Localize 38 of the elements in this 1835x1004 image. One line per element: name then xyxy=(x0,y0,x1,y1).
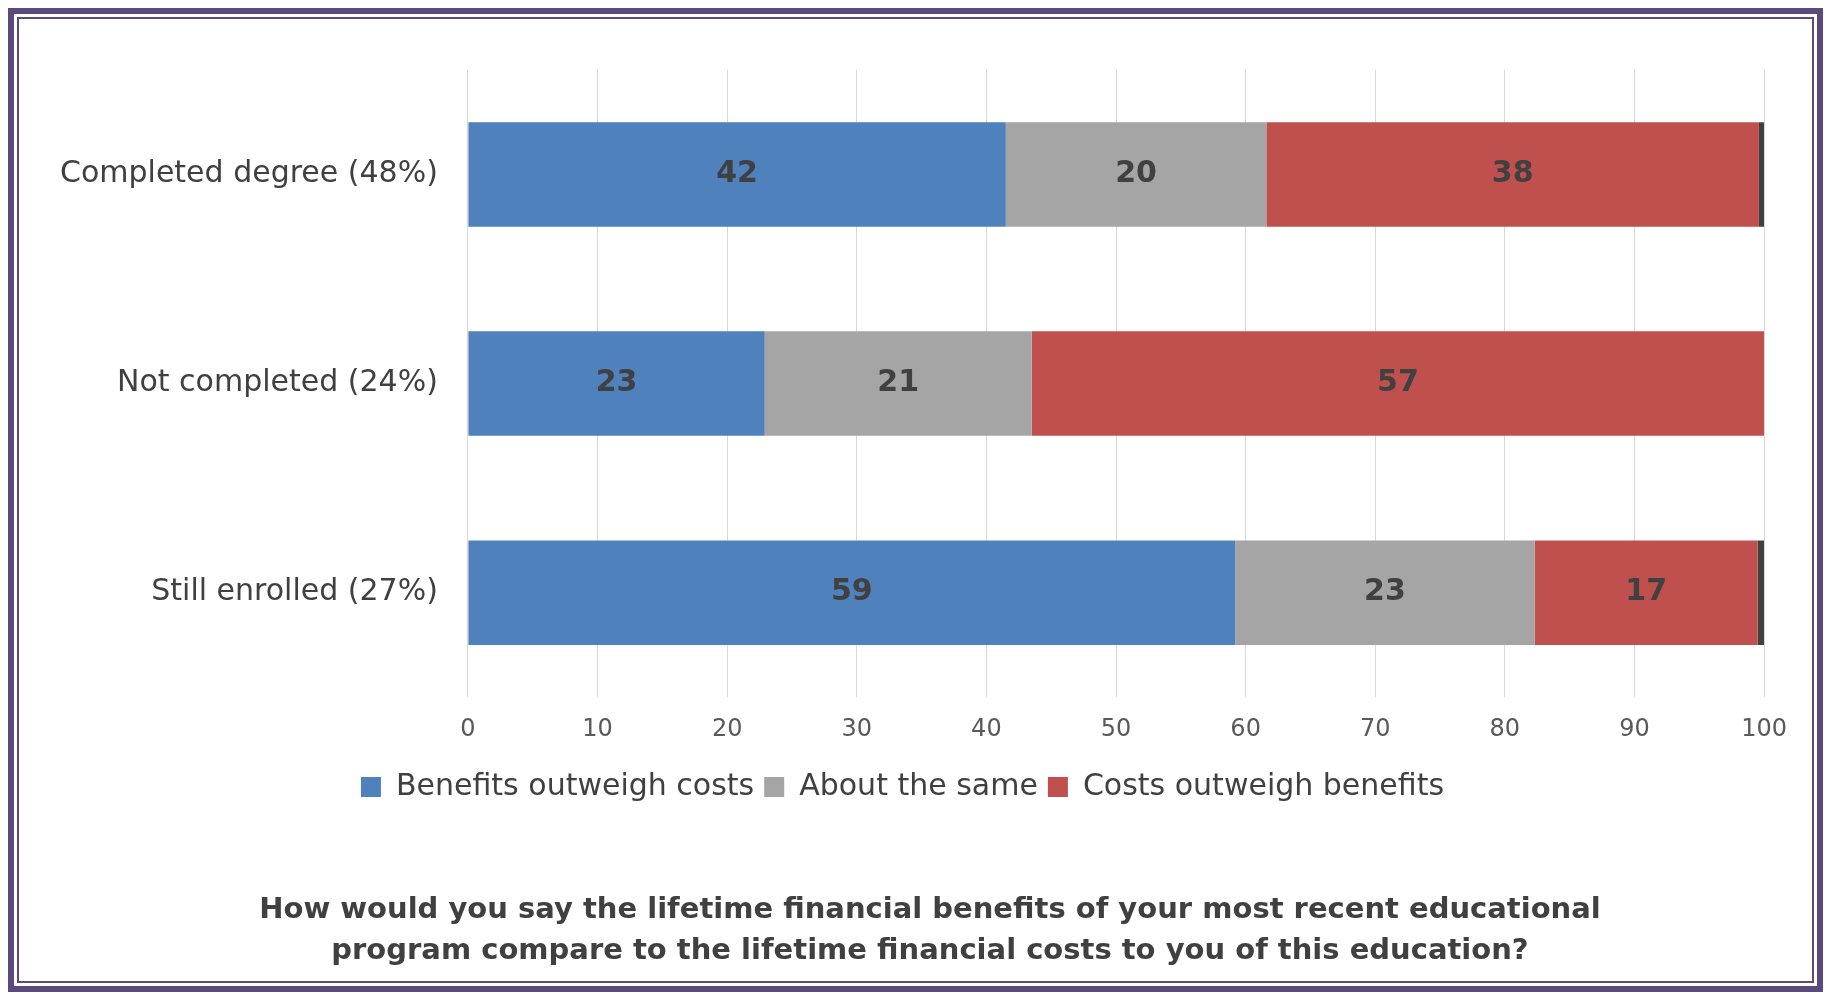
bar xyxy=(468,122,1006,227)
bar xyxy=(1758,122,1765,227)
data-label: 57 xyxy=(1377,363,1419,399)
data-label: 23 xyxy=(595,363,638,399)
data-label: 59 xyxy=(830,572,873,608)
data-label: 21 xyxy=(877,363,920,399)
x-tick-label: 80 xyxy=(1489,713,1521,742)
legend-label: Costs outweigh benefits xyxy=(1082,766,1445,802)
bar xyxy=(764,331,1032,436)
x-tick-label: 30 xyxy=(841,713,873,742)
data-label: 42 xyxy=(716,154,758,190)
bar xyxy=(1757,540,1765,645)
x-tick-label: 40 xyxy=(971,713,1002,742)
bar xyxy=(468,540,1236,645)
text: How would you say the lifetime financial benefits of your most recent educational program compare to the lifetime financial costs to you of this education? xyxy=(258,890,1602,968)
y-tick-label: Completed degree (48%) xyxy=(59,154,438,190)
x-tick-label: 0 xyxy=(460,713,476,742)
y-tick-label: Not completed (24%) xyxy=(117,363,438,399)
bar xyxy=(1534,540,1758,645)
legend-label: About the same xyxy=(799,766,1038,802)
x-tick-label: 10 xyxy=(582,713,613,742)
x-tick-label: 70 xyxy=(1359,713,1391,742)
y-tick-label: Still enrolled (27%) xyxy=(151,572,438,608)
x-tick-label: 20 xyxy=(711,713,743,742)
x-tick-label: 60 xyxy=(1230,713,1261,742)
data-label: 23 xyxy=(1364,572,1406,608)
bar xyxy=(468,331,765,436)
bar xyxy=(1005,122,1267,227)
x-tick-label: 90 xyxy=(1619,713,1650,742)
x-tick-label: 50 xyxy=(1100,713,1132,742)
data-label: 20 xyxy=(1115,154,1157,190)
bar xyxy=(1266,122,1759,227)
x-tick-label: 100 xyxy=(1741,713,1787,742)
data-label: 38 xyxy=(1491,154,1534,190)
legend-label: Benefits outweigh costs xyxy=(395,766,755,802)
bar xyxy=(1235,540,1535,645)
data-label: 17 xyxy=(1625,572,1668,608)
bar xyxy=(1031,331,1765,436)
